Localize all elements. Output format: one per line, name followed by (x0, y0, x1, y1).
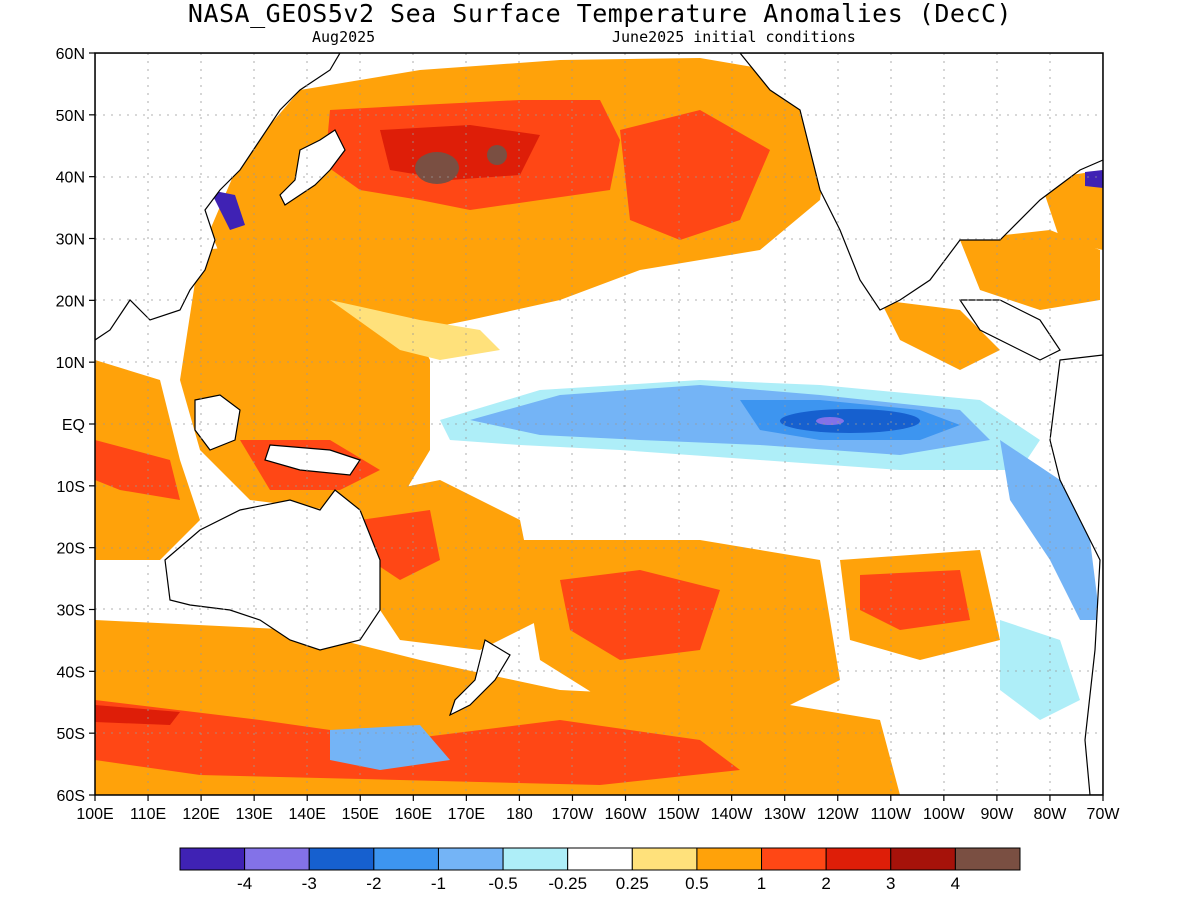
colorbar-label: -4 (237, 874, 252, 893)
forecast-month: Aug2025 (312, 28, 376, 46)
lon-label: 170E (448, 806, 485, 823)
colorbar-label: -2 (366, 874, 381, 893)
lon-label: 140W (711, 806, 754, 823)
lon-label: 130W (764, 806, 807, 823)
colorbar-label: -3 (302, 874, 317, 893)
lon-label: 170W (552, 806, 595, 823)
lon-label: 160E (395, 806, 432, 823)
colorbar-swatch (631, 847, 698, 871)
south-pacific-red-central (560, 570, 720, 660)
new-zealand-landmass (448, 639, 511, 717)
equatorial-cold-deep (780, 409, 920, 433)
lon-label: 110E (130, 806, 166, 823)
borneo-landmass (194, 394, 241, 451)
colorbar-swatch (244, 847, 310, 871)
lon-label: 70W (1087, 806, 1121, 823)
lon-label: 100E (76, 806, 113, 823)
lon-label: 150W (658, 806, 701, 823)
australia-landmass (164, 489, 381, 651)
colorbar-swatch (954, 847, 1021, 871)
southeast-pacific-cool-strip (1000, 440, 1100, 620)
colorbar-label: 3 (886, 874, 895, 893)
colorbar-swatch (373, 847, 439, 871)
colorbar-swatch (502, 847, 569, 871)
indian-ocean-red (95, 440, 180, 500)
japan-landmass (279, 129, 346, 206)
lon-label: 180 (506, 806, 533, 823)
lat-label: 40S (57, 664, 85, 681)
north-pacific-red-east (620, 110, 770, 240)
colorbar-label: 2 (821, 874, 830, 893)
south-pacific-red-east (860, 570, 970, 630)
southern-ocean-dark-red (95, 705, 180, 725)
lat-label: 20S (57, 541, 85, 558)
southeast-pacific-cool-patch (1000, 620, 1080, 720)
colorbar-swatch (825, 847, 892, 871)
north-pacific-dark-red (380, 125, 540, 180)
warm-pale-band (330, 300, 500, 360)
colorbar: -4 -3 -2 -1 -0.5 -0.25 0.25 0.5 1 2 3 4 (179, 847, 1021, 893)
gulf-warm (960, 230, 1100, 310)
colorbar-swatch (761, 847, 827, 871)
colorbar-swatch (696, 847, 763, 871)
south-america-landmass (1049, 354, 1103, 795)
atlantic-warm (1040, 170, 1103, 250)
lat-label: 60N (56, 46, 85, 63)
lon-label: 130E (235, 806, 272, 823)
map-field (95, 53, 1103, 795)
new-guinea-landmass (264, 444, 361, 476)
land-masses (95, 53, 1103, 795)
colorbar-swatch (308, 847, 375, 871)
warm-peak-2 (487, 145, 507, 165)
colorbar-swatch (567, 847, 633, 871)
lat-label: 20N (56, 293, 85, 310)
lat-label: 10N (56, 355, 85, 372)
map-title: NASA_GEOS5v2 Sea Surface Temperature Ano… (187, 0, 1013, 28)
colorbar-label: 4 (951, 874, 960, 893)
colorbar-label: 1 (757, 874, 766, 893)
lat-label: EQ (62, 417, 85, 434)
latitude-axis: 60N 50N 40N 30N 20N 10N EQ 10S 20S 30S 40S 50S 60S (56, 46, 95, 805)
lon-label: 120W (817, 806, 860, 823)
lon-label: 80W (1033, 806, 1067, 823)
colorbar-label: 0.25 (616, 874, 649, 893)
warm-peak-1 (415, 152, 459, 184)
lon-label: 110W (870, 806, 912, 823)
central-america-landmass (958, 299, 1061, 361)
lat-label: 60S (57, 788, 85, 805)
lon-label: 120E (182, 806, 219, 823)
lon-label: 100W (923, 806, 966, 823)
lon-label: 160W (605, 806, 648, 823)
lon-label: 140E (289, 806, 326, 823)
colorbar-label: -0.25 (548, 874, 587, 893)
lat-label: 10S (57, 479, 85, 496)
colorbar-swatch (437, 847, 504, 871)
colorbar-label: -0.5 (488, 874, 517, 893)
grid-lines (95, 53, 1103, 795)
atlantic-cold (1085, 170, 1103, 188)
north-america-landmass (739, 53, 1103, 311)
lat-label: 50S (57, 726, 85, 743)
lat-label: 40N (56, 170, 85, 187)
asia-landmass (95, 53, 341, 341)
lat-label: 50N (56, 108, 85, 125)
japan-sea-cold (210, 190, 245, 230)
central-america-warm (880, 300, 1000, 370)
lon-label: 150E (342, 806, 379, 823)
colorbar-label: -1 (431, 874, 446, 893)
longitude-axis: 100E 110E 120E 130E 140E 150E 160E 170E 180 170W 1… (76, 795, 1120, 823)
colorbar-swatch (179, 847, 246, 871)
lat-label: 30N (56, 232, 85, 249)
lon-label: 90W (980, 806, 1014, 823)
colorbar-label: 0.5 (685, 874, 709, 893)
initial-conditions: June2025 initial conditions (612, 28, 856, 46)
colorbar-swatch (890, 847, 956, 871)
lat-label: 30S (57, 603, 85, 620)
equatorial-cold-min (816, 417, 844, 425)
